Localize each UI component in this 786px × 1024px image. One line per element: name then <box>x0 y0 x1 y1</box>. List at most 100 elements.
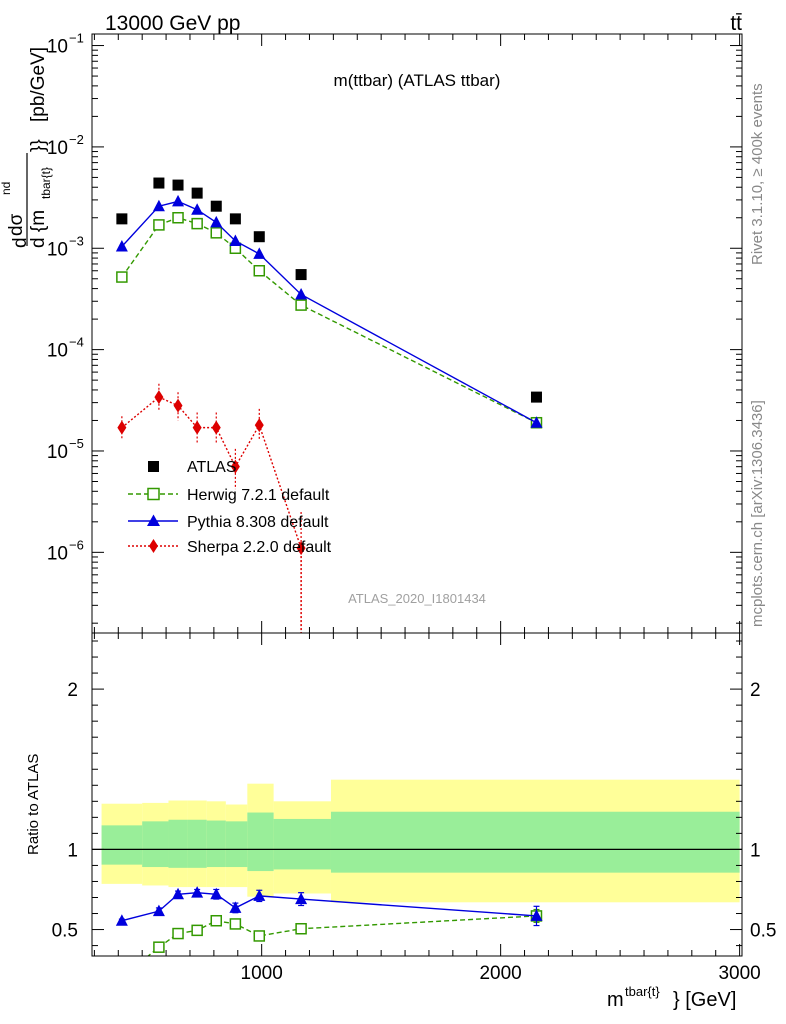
ratio-data-point <box>191 886 204 898</box>
series-1 <box>116 212 543 429</box>
ratio-data-point <box>295 922 307 935</box>
data-point <box>229 213 241 225</box>
ylabel-den-end: }} <box>28 139 49 152</box>
data-point <box>192 420 202 435</box>
ratio-data-point <box>153 941 165 953</box>
main-plot-content <box>115 177 543 633</box>
legend-marker-sherpa <box>149 539 158 553</box>
xlabel: m tbar{t} } [GeV] <box>607 984 736 1011</box>
ratio-data-point <box>253 889 266 901</box>
main-panel: 10−610−510−410−310−210−1 m(ttbar) (ATLAS… <box>0 31 743 645</box>
main-title: m(ttbar) (ATLAS ttbar) <box>334 71 501 90</box>
data-point <box>115 240 128 252</box>
data-point <box>172 179 184 191</box>
ratio-data-point <box>210 914 223 927</box>
ylabel-num: dσ <box>6 213 27 236</box>
ratio-plot-frame <box>91 632 743 957</box>
data-point <box>210 227 223 239</box>
main-y-tick-exponent: −5 <box>69 436 84 451</box>
data-point <box>230 459 240 474</box>
main-y-tick-label: 10 <box>47 138 68 159</box>
main-ylabel: d dσ nd d {m tbar{t} }} [pb/GeV] <box>0 47 53 248</box>
data-point <box>254 418 264 433</box>
xlabel-sup: tbar{t} <box>625 984 660 999</box>
ratio-series-1 <box>115 886 543 927</box>
data-point <box>295 269 307 281</box>
legend-item-atlas: ATLAS <box>148 459 237 476</box>
main-y-tick-label: 10 <box>47 442 68 463</box>
x-tick-label: 2000 <box>479 963 521 984</box>
ratio-panel: 0.5 0.5 1 1 2 2 1000 2000 3000 Ratio to ATLAS m … <box>25 632 776 1011</box>
main-y-tick-label: 10 <box>47 37 68 58</box>
ratio-y-tick-label: 0.5 <box>52 921 78 942</box>
series-2 <box>115 194 543 428</box>
uncertainty-band-inner <box>330 811 740 873</box>
uncertainty-band-inner <box>273 818 331 870</box>
mcplots-label: mcplots.cern.ch [arXiv:1306.3436] <box>749 400 766 627</box>
data-point <box>152 199 165 212</box>
legend-item-sherpa: Sherpa 2.2.0 default <box>128 539 332 556</box>
ratio-series-line <box>147 915 537 956</box>
data-point <box>153 219 165 231</box>
legend-item-pythia: Pythia 8.308 default <box>128 514 329 531</box>
uncertainty-band-inner <box>101 825 143 865</box>
legend-label-herwig: Herwig 7.2.1 default <box>187 487 330 504</box>
main-y-tick-exponent: −1 <box>69 31 84 46</box>
data-point <box>154 390 164 405</box>
uncertainty-band-inner <box>247 812 274 872</box>
legend-item-herwig: Herwig 7.2.1 default <box>128 487 330 504</box>
legend-label-pythia: Pythia 8.308 default <box>187 514 329 531</box>
legend-marker-herwig <box>147 487 160 501</box>
x-tick-label: 1000 <box>241 963 283 984</box>
ratio-data-point <box>229 918 242 930</box>
data-point <box>116 213 128 225</box>
watermark: ATLAS_2020_I1801434 <box>348 591 486 606</box>
data-point <box>172 194 185 207</box>
ratio-data-point <box>152 904 165 917</box>
data-point <box>173 398 183 413</box>
data-point <box>253 264 266 277</box>
data-point <box>153 177 165 189</box>
data-point <box>295 299 307 311</box>
xlabel-end: } [GeV] <box>673 989 736 1011</box>
ratio-y-tick-label: 1 <box>67 840 78 861</box>
series-3 <box>117 383 306 633</box>
ratio-data-point <box>530 909 543 921</box>
ratio-plot-content <box>92 779 742 956</box>
legend-label-sherpa: Sherpa 2.2.0 default <box>187 539 332 556</box>
main-y-tick-label: 10 <box>47 341 68 362</box>
ratio-y-tick-label-right: 1 <box>750 840 761 861</box>
data-point <box>116 271 128 283</box>
data-point <box>191 217 203 230</box>
main-y-tick-label: 10 <box>47 543 68 564</box>
ylabel-d1: d <box>10 237 31 248</box>
ratio-y-tick-label-right: 0.5 <box>750 921 776 942</box>
data-point <box>210 200 222 212</box>
series-line <box>121 217 537 424</box>
main-axes: 10−610−510−410−310−210−1 <box>47 31 742 645</box>
uncertainty-band-inner <box>142 821 169 868</box>
ylabel-den: d {m <box>28 210 49 248</box>
data-point <box>210 215 223 228</box>
legend-marker-pythia <box>147 514 160 526</box>
data-point <box>117 420 127 435</box>
data-point <box>295 287 308 300</box>
data-point <box>530 416 543 428</box>
main-y-tick-label: 10 <box>47 239 68 260</box>
series-0 <box>116 177 542 403</box>
uncertainty-band-inner <box>225 821 248 868</box>
uncertainty-band-inner <box>168 819 188 868</box>
data-point <box>191 203 204 215</box>
data-point <box>530 391 542 403</box>
ratio-data-point <box>172 887 185 900</box>
legend-marker-atlas <box>148 461 159 472</box>
series-line <box>121 396 302 549</box>
ratio-data-point <box>172 927 184 940</box>
ratio-data-point <box>253 930 266 942</box>
data-point <box>229 234 242 246</box>
data-point <box>253 247 266 259</box>
ylabel-num-sup: nd <box>0 182 13 195</box>
main-y-tick-exponent: −6 <box>69 537 84 552</box>
data-point <box>172 212 184 224</box>
ratio-y-tick-label: 2 <box>67 680 78 701</box>
